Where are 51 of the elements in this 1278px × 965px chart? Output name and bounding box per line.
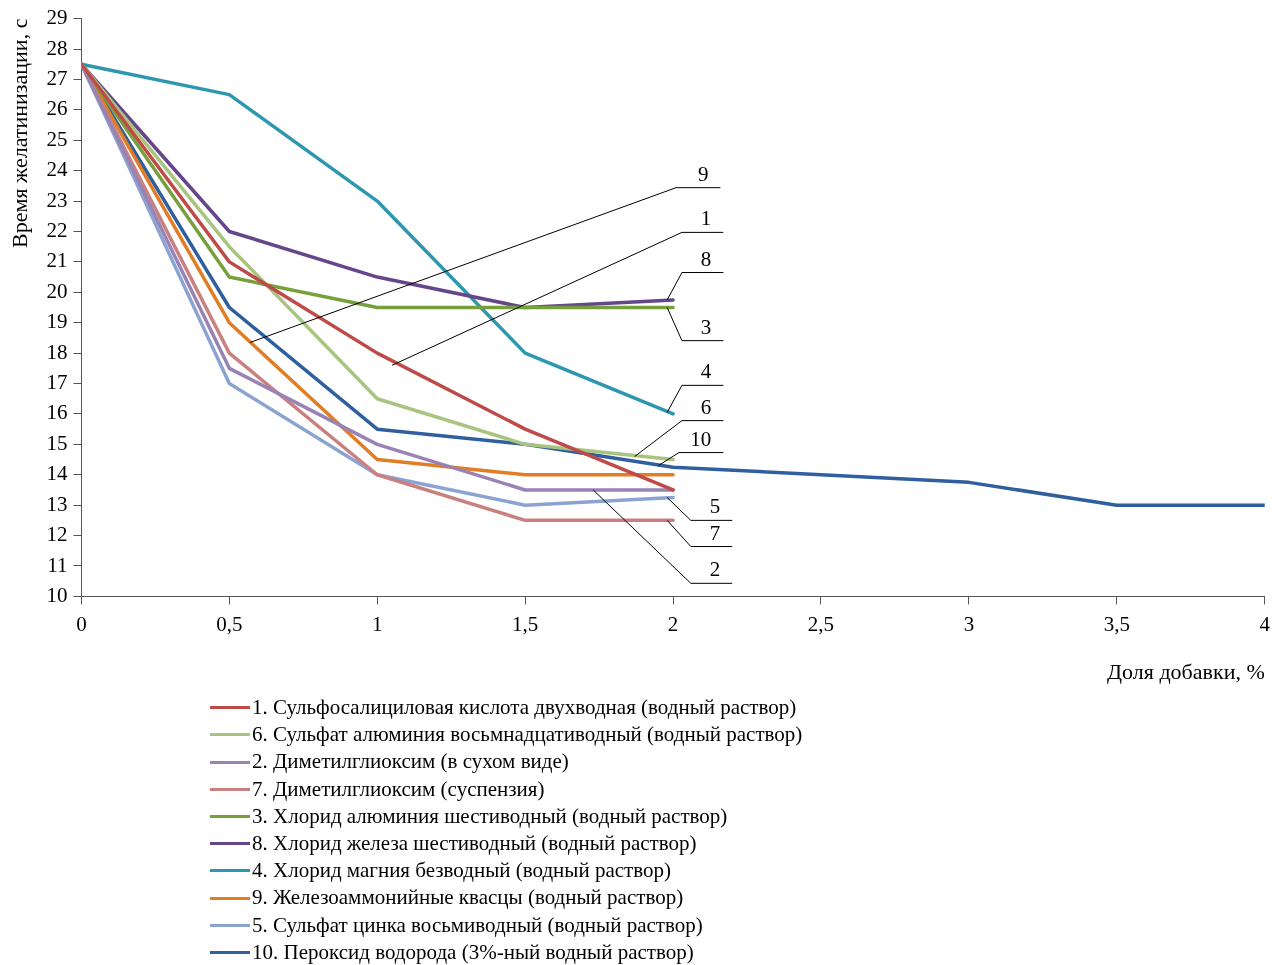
x-tick-label: 4 (1259, 611, 1271, 636)
legend-label: 4. Хлорид магния безводный (водный раствор) (252, 857, 672, 885)
y-tick-label: 18 (46, 339, 68, 364)
y-tick-label: 25 (46, 126, 68, 151)
annotation: 8 (700, 246, 712, 271)
legend-label: 6. Сульфат алюминия восьмнадцативодный (водный раствор) (252, 721, 803, 749)
y-tick-label: 24 (46, 157, 68, 182)
legend-label: 10. Пероксид водорода (3%-ный водный раствор) (252, 938, 694, 965)
y-tick-label: 20 (46, 278, 68, 303)
x-tick-label: 2,5 (807, 611, 835, 636)
x-tick-label: 1 (371, 611, 383, 636)
x-tick-label: 2 (667, 611, 679, 636)
y-tick-label: 29 (46, 5, 68, 30)
x-tick-label: 0 (76, 611, 87, 636)
y-tick-label: 23 (46, 187, 68, 212)
y-tick-label: 10 (46, 582, 68, 607)
y-tick-label: 28 (46, 35, 68, 60)
y-tick-label: 19 (46, 309, 68, 334)
y-tick-label: 15 (46, 430, 68, 455)
annotation: 4 (700, 359, 712, 384)
legend-label: 8. Хлорид железа шестиводный (водный раствор) (252, 830, 697, 857)
y-tick-label: 11 (47, 552, 68, 577)
legend-label: 9. Железоаммонийные квасцы (водный раствор) (252, 884, 684, 912)
y-tick-label: 26 (46, 96, 68, 121)
legend-label: 7. Диметилглиоксим (суспензия) (252, 775, 545, 803)
x-tick-label: 0,5 (216, 611, 243, 636)
annotation: 1 (700, 206, 712, 231)
y-tick-label: 22 (46, 217, 68, 242)
legend-label: 3. Хлорид алюминия шестиводный (водный раствор) (252, 802, 728, 830)
legend-label: 2. Диметилглиоксим (в сухом виде) (252, 748, 569, 776)
annotation: 9 (697, 161, 709, 186)
x-axis-title: Доля добавки, % (1107, 658, 1265, 684)
annotation: 5 (709, 494, 721, 519)
annotation: 3 (700, 314, 712, 339)
y-tick-label: 17 (46, 370, 68, 395)
legend-label: 1. Сульфосалициловая кислота двухводная (водный раствор) (252, 694, 797, 721)
annotation: 6 (700, 394, 712, 419)
y-tick-label: 13 (46, 491, 68, 516)
y-tick-label: 12 (46, 522, 68, 547)
annotation: 2 (709, 557, 721, 582)
y-axis-title: Время желатинизации, с (6, 18, 32, 248)
y-tick-label: 14 (46, 461, 68, 486)
y-tick-label: 21 (46, 248, 68, 273)
y-tick-label: 16 (46, 400, 68, 425)
y-tick-label: 27 (46, 65, 68, 90)
annotation: 7 (709, 520, 721, 545)
x-tick-label: 3 (963, 611, 975, 636)
legend-label: 5. Сульфат цинка восьмиводный (водный раствор) (252, 911, 703, 939)
annotation: 10 (690, 426, 712, 451)
x-tick-label: 3,5 (1103, 611, 1130, 636)
x-tick-label: 1,5 (512, 611, 539, 636)
